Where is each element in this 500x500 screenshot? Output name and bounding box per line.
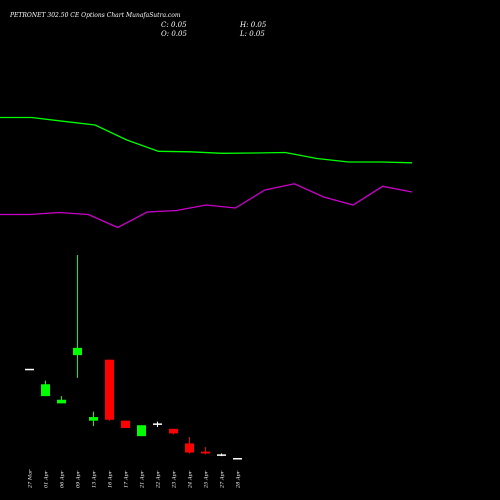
- high-value: H: 0.05: [239, 21, 267, 29]
- indicator-lines: [0, 116, 413, 229]
- indicator-line-magenta: [0, 183, 413, 229]
- candle-body: [233, 458, 242, 460]
- x-tick-label: 28 Apr: [236, 470, 242, 489]
- x-tick-label: 13 Apr: [92, 470, 98, 488]
- candle-body: [137, 425, 146, 437]
- x-tick-label: 21 Apr: [140, 470, 146, 489]
- candle-body: [153, 423, 162, 425]
- candle-body: [25, 368, 34, 371]
- candles: [25, 255, 242, 460]
- candle-body: [169, 428, 178, 434]
- candle-body: [41, 384, 50, 397]
- candle-body: [105, 359, 114, 420]
- chart-title: PETRONET 302.50 CE Options Chart MunafaS…: [9, 12, 181, 19]
- x-tick-label: 16 Apr: [108, 470, 114, 488]
- candle-body: [201, 451, 210, 454]
- x-tick-label: 17 Apr: [124, 470, 130, 488]
- x-tick-label: 24 Apr: [188, 470, 194, 489]
- candle-body: [121, 420, 130, 428]
- open-value: O: 0.05: [161, 30, 187, 38]
- indicator-line-green: [0, 116, 413, 164]
- x-tick-label: 27 Mar: [28, 469, 34, 489]
- close-value: C: 0.05: [161, 21, 187, 29]
- x-tick-label: 27 Apr: [220, 470, 226, 489]
- low-value: L: 0.05: [239, 30, 265, 38]
- x-tick-label: 06 Apr: [60, 470, 66, 488]
- x-tick-label: 09 Apr: [76, 470, 82, 488]
- x-tick-label: 25 Apr: [204, 470, 210, 489]
- candle-body: [57, 399, 66, 404]
- candle-body: [185, 443, 194, 453]
- candle-body: [89, 417, 98, 421]
- candle-body: [217, 454, 226, 456]
- x-axis-tick-labels: 27 Mar 01 Apr 06 Apr 09 Apr 13 Apr 16 Apr 17 A…: [28, 469, 242, 489]
- x-tick-label: 23 Apr: [172, 470, 178, 489]
- candle-body: [73, 347, 82, 356]
- x-tick-label: 01 Apr: [44, 470, 50, 488]
- x-tick-label: 22 Apr: [156, 470, 162, 489]
